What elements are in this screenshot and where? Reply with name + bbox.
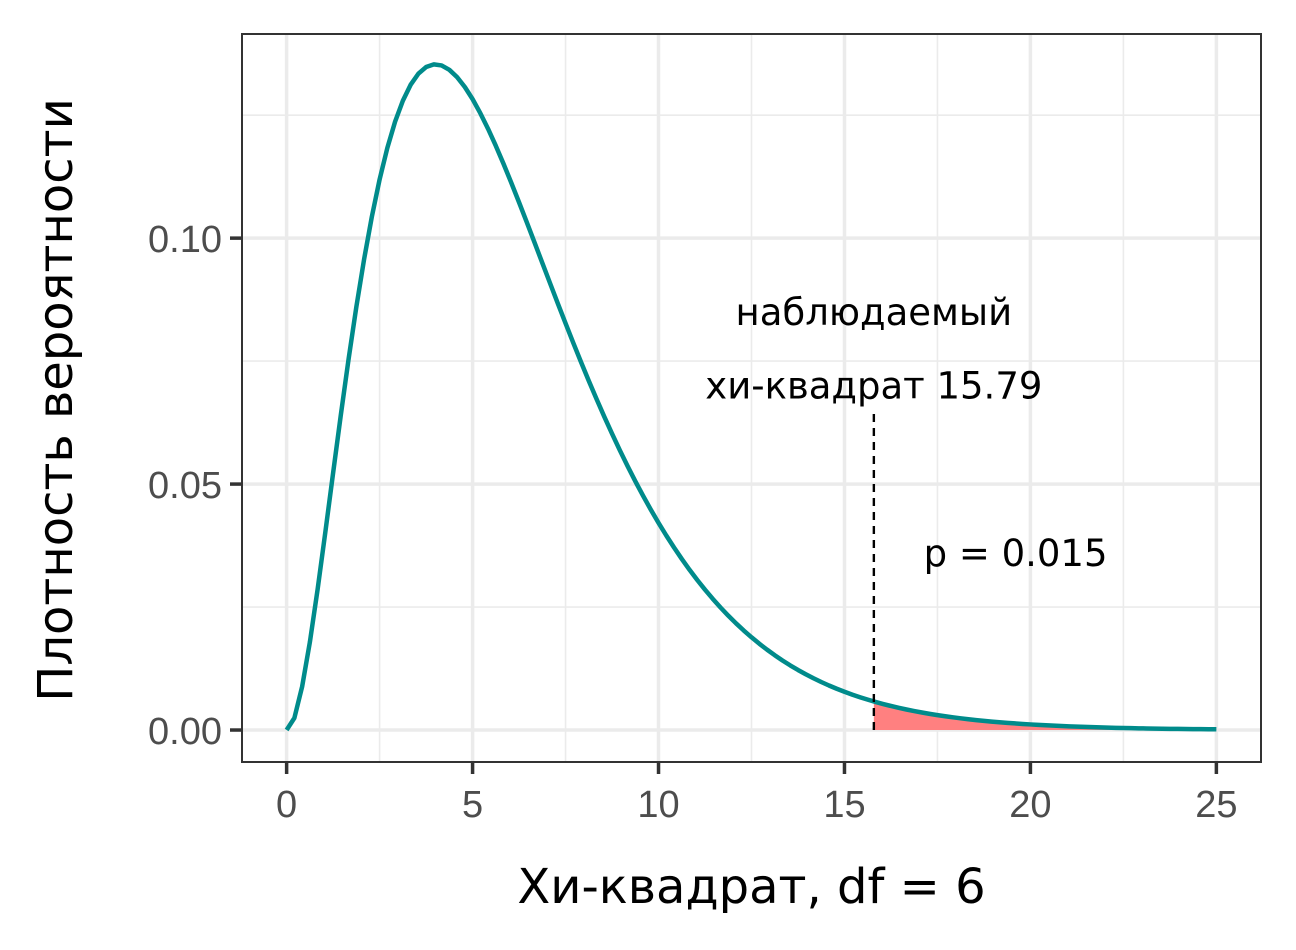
annotations: наблюдаемый хи-квадрат 15.79 p = 0.015 bbox=[705, 291, 1108, 731]
x-tick-label: 10 bbox=[637, 784, 679, 826]
axes: 0 5 10 15 20 25 0.00 0.05 0.10 bbox=[148, 219, 1237, 826]
annotation-label: p = 0.015 bbox=[924, 532, 1108, 575]
y-tick-label: 0.00 bbox=[148, 711, 222, 753]
line-layer bbox=[284, 62, 1217, 732]
x-tick-label: 25 bbox=[1195, 784, 1237, 826]
x-tick-label: 5 bbox=[462, 784, 483, 826]
p-value-shaded-area bbox=[873, 701, 1217, 731]
annotation-label: хи-квадрат 15.79 bbox=[705, 365, 1042, 408]
annotation-label: наблюдаемый bbox=[736, 291, 1013, 334]
x-tick-label: 20 bbox=[1009, 784, 1051, 826]
x-tick-label: 0 bbox=[276, 784, 297, 826]
shaded-area-layer bbox=[873, 701, 1217, 731]
density-curve bbox=[284, 62, 1217, 732]
panel-border bbox=[241, 33, 1262, 763]
y-tick-label: 0.10 bbox=[148, 219, 222, 261]
grid bbox=[242, 34, 1261, 762]
y-axis-title: Плотность вероятности bbox=[28, 98, 84, 702]
x-tick-label: 15 bbox=[823, 784, 865, 826]
x-axis-title: Хи-квадрат, df = 6 bbox=[517, 859, 985, 915]
y-tick-label: 0.05 bbox=[148, 465, 222, 507]
